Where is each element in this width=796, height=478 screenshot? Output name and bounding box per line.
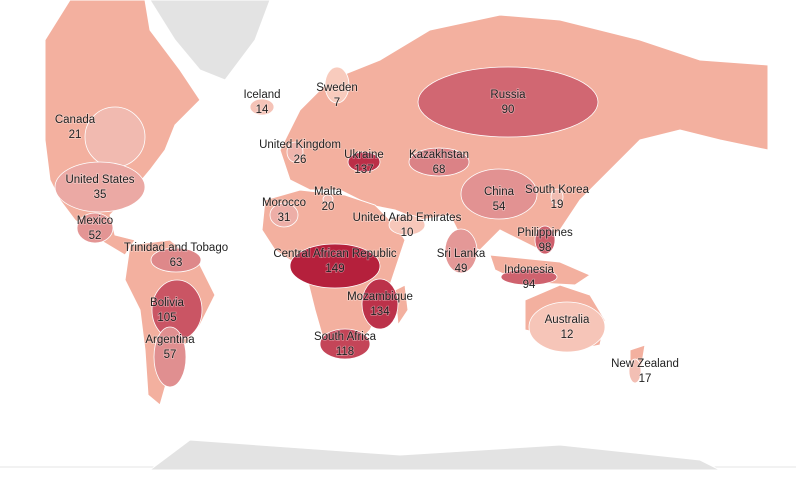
country-name: Argentina [145,334,195,346]
country-shape [528,301,606,353]
country-shape [153,326,187,388]
country-value: 57 [164,349,177,361]
country-value: 20 [322,201,335,213]
country-shape [150,247,202,273]
country-shape [324,66,350,104]
country-shape [76,212,114,244]
country-value: 149 [325,263,344,275]
country-shape [550,188,564,206]
country-value: 94 [523,279,536,291]
country-name: Sri Lanka [437,248,486,260]
country-value: 90 [502,104,515,116]
antarctica [148,439,721,471]
country-value: 105 [157,312,176,324]
country-value: 137 [354,164,373,176]
country-shape [322,194,334,204]
country-value: 19 [551,199,564,211]
country-name: Bolivia [150,297,184,309]
country-shape [444,228,478,274]
country-value: 98 [539,242,552,254]
country-value: 68 [433,164,446,176]
country-value: 10 [401,227,414,239]
country-shape [289,243,381,289]
country-name: New Zealand [611,358,679,370]
country-name: South Africa [314,331,377,343]
greenland [149,0,271,81]
country-name: Malta [314,186,343,198]
country-name: Indonesia [504,264,554,276]
country-name: Trinidad and Tobago [124,242,228,254]
country-shape [417,66,599,138]
country-value: 63 [170,257,183,269]
country-value: 14 [256,104,269,116]
country-shape [361,278,399,330]
country-name: Philippines [517,227,573,239]
country-name: South Korea [525,184,590,196]
country-shape [54,161,146,213]
country-shape [347,151,381,173]
country-name: Ukraine [344,149,384,161]
country-name: Kazakhstan [409,149,469,161]
country-value: 7 [334,97,340,109]
country-value: 49 [455,263,468,275]
country-shape [319,328,371,360]
country-shape [500,268,558,286]
country-name: Sweden [316,82,358,94]
country-name: Canada [55,114,96,126]
country-name: United States [65,174,134,186]
country-shape [460,168,538,220]
country-shape [388,214,426,236]
country-name: Mexico [77,215,113,227]
country-shape [408,147,470,177]
country-value: 26 [294,154,307,166]
country-shape [286,141,304,163]
country-shape [628,358,642,384]
country-value: 21 [69,129,82,141]
country-name: United Arab Emirates [353,212,462,224]
country-name: Central African Republic [273,248,397,260]
country-name: Mozambique [347,291,413,303]
country-shape [534,225,556,255]
country-shape [249,98,275,116]
country-value: 134 [370,306,390,318]
country-name: Australia [545,314,590,326]
country-value: 31 [278,212,291,224]
country-name: China [484,186,515,198]
country-value: 118 [336,346,354,358]
country-value: 17 [639,373,652,385]
country-value: 35 [94,189,107,201]
country-shape [269,202,299,228]
country-value: 54 [493,201,506,213]
country-value: 12 [561,329,574,341]
country-name: United Kingdom [259,139,341,151]
country-name: Morocco [262,197,306,209]
country-name: Iceland [243,89,280,101]
country-value: 52 [89,230,102,242]
country-name: Russia [490,89,526,101]
